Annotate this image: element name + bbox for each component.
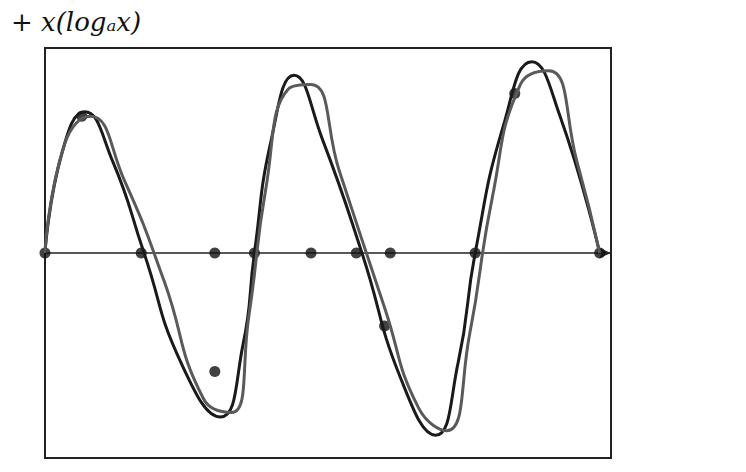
svg-text:+ x(logₐx): + x(logₐx) (11, 7, 141, 37)
